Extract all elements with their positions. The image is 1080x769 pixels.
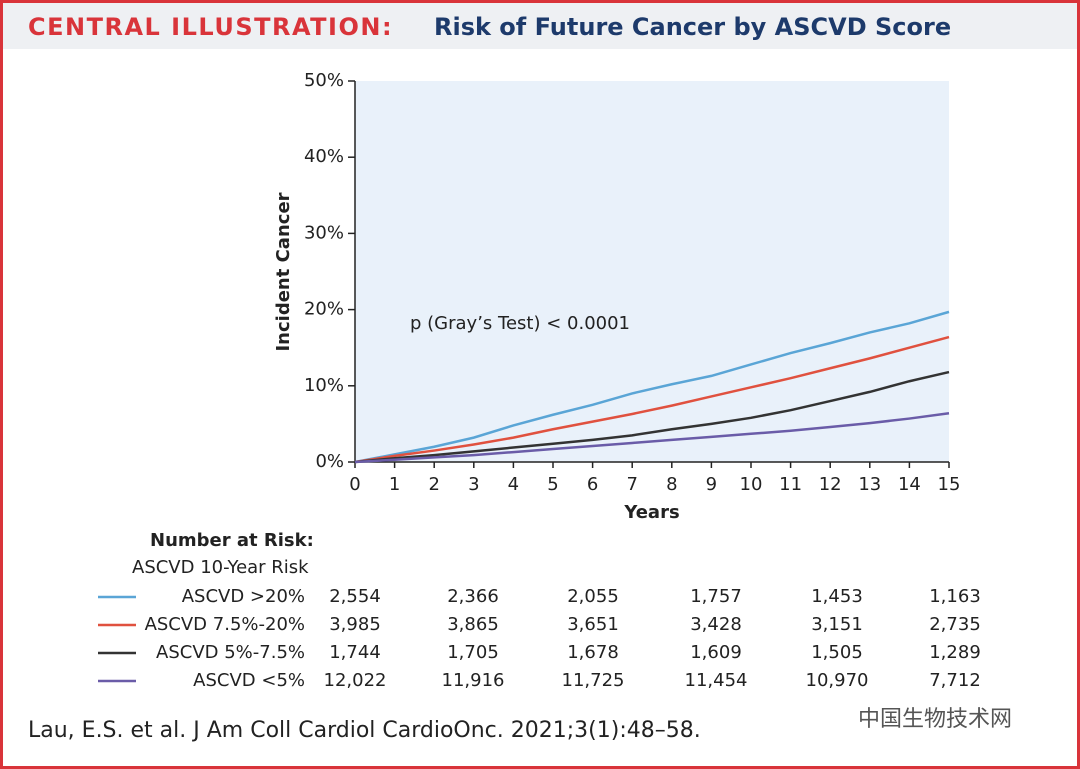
risk-count: 2,055 [567, 586, 619, 607]
x-tick-label: 5 [547, 474, 558, 495]
x-tick-label: 3 [468, 474, 479, 495]
x-tick-label: 12 [819, 474, 842, 495]
annotation: p (Gray’s Test) < 0.0001 [410, 313, 630, 334]
x-tick-label: 11 [779, 474, 802, 495]
risk-count: 1,609 [690, 642, 742, 663]
risk-count: 1,505 [811, 642, 863, 663]
risk-count: 10,970 [806, 670, 869, 691]
title-label: CENTRAL ILLUSTRATION: [28, 13, 393, 41]
series-line [354, 335, 950, 464]
title-bar [3, 3, 1077, 49]
risk-table-title: Number at Risk: [150, 530, 314, 551]
y-tick-label: 20% [304, 299, 344, 320]
x-tick-label: 6 [587, 474, 598, 495]
citation: Lau, E.S. et al. J Am Coll Cardiol Cardi… [28, 718, 701, 743]
series-line [354, 411, 950, 464]
x-axis-label: Years [623, 502, 679, 523]
risk-count: 1,744 [329, 642, 381, 663]
x-tick-label: 10 [740, 474, 763, 495]
x-tick-label: 2 [428, 474, 439, 495]
risk-count: 3,865 [447, 614, 499, 635]
x-tick-label: 9 [706, 474, 717, 495]
y-axis-label: Incident Cancer [273, 192, 294, 351]
chart-title: Risk of Future Cancer by ASCVD Score [434, 13, 951, 41]
x-tick-label: 14 [898, 474, 921, 495]
watermark: 中国生物技术网 [858, 707, 1012, 732]
x-tick-label: 13 [858, 474, 881, 495]
risk-count: 1,163 [929, 586, 981, 607]
risk-count: 3,151 [811, 614, 863, 635]
risk-count: 12,022 [324, 670, 387, 691]
x-tick-label: 0 [349, 474, 360, 495]
risk-count: 1,289 [929, 642, 981, 663]
x-tick-label: 7 [626, 474, 637, 495]
risk-count: 11,725 [562, 670, 625, 691]
series-line [354, 310, 950, 464]
risk-table-subtitle: ASCVD 10-Year Risk [132, 557, 309, 578]
series-line [354, 370, 950, 464]
risk-count: 2,554 [329, 586, 381, 607]
y-tick-label: 50% [304, 70, 344, 91]
risk-count: 3,651 [567, 614, 619, 635]
x-tick-label: 4 [508, 474, 519, 495]
x-tick-label: 15 [938, 474, 961, 495]
risk-count: 7,712 [929, 670, 981, 691]
x-tick-label: 8 [666, 474, 677, 495]
risk-count: 11,454 [685, 670, 748, 691]
risk-count: 11,916 [442, 670, 505, 691]
risk-count: 2,366 [447, 586, 499, 607]
plot-area [355, 81, 949, 462]
risk-count: 1,705 [447, 642, 499, 663]
legend-label: ASCVD <5% [193, 670, 305, 691]
risk-count: 3,428 [690, 614, 742, 635]
risk-count: 1,757 [690, 586, 742, 607]
legend-label: ASCVD 5%-7.5% [156, 642, 305, 663]
risk-count: 1,678 [567, 642, 619, 663]
risk-count: 3,985 [329, 614, 381, 635]
risk-count: 2,735 [929, 614, 981, 635]
legend-label: ASCVD 7.5%-20% [145, 614, 305, 635]
y-tick-label: 40% [304, 146, 344, 167]
y-tick-label: 10% [304, 375, 344, 396]
x-tick-label: 1 [389, 474, 400, 495]
risk-count: 1,453 [811, 586, 863, 607]
y-tick-label: 30% [304, 222, 344, 243]
y-tick-label: 0% [315, 451, 344, 472]
legend-label: ASCVD >20% [182, 586, 305, 607]
